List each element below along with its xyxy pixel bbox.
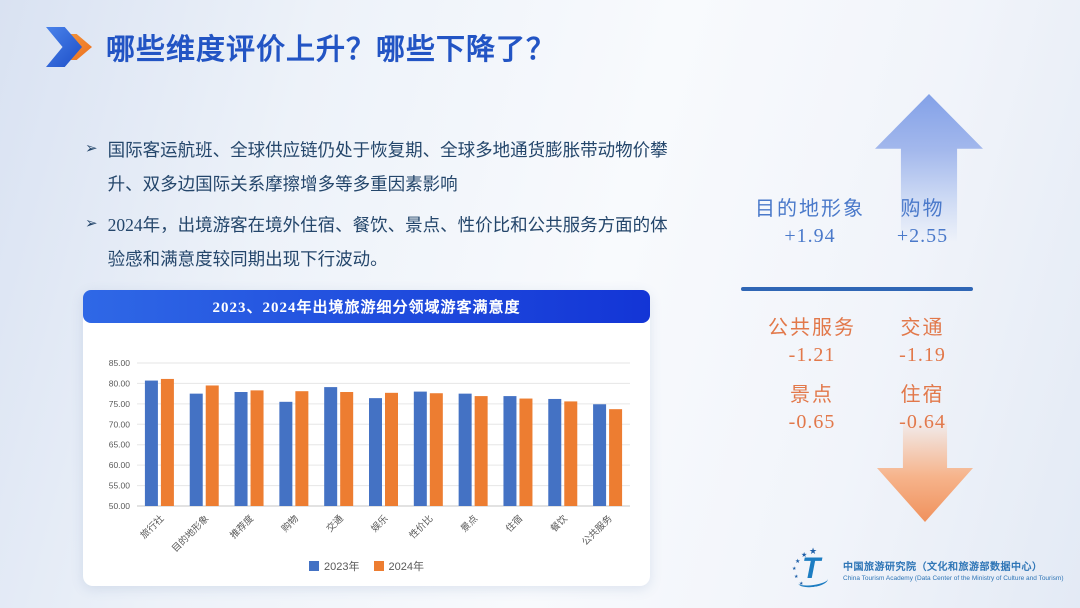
bar-2023年-性价比 (413, 391, 427, 506)
increase-label: 购物 (900, 198, 945, 220)
header: 哪些维度评价上升？哪些下降了？ (46, 26, 556, 68)
footer-text: 中国旅游研究院（文化和旅游部数据中心） China Tourism Academ… (843, 558, 1064, 582)
bar-2024年-目的地形象 (205, 385, 219, 506)
y-axis-tick: 50.00 (109, 501, 131, 511)
x-axis-label: 目的地形象 (169, 512, 211, 554)
decrease-label: 交通 (900, 317, 945, 339)
bar-2024年-推荐度 (250, 390, 264, 506)
bar-2024年-购物 (295, 391, 309, 506)
legend-swatch-icon (309, 561, 320, 571)
increase-value: +2.55 (896, 225, 949, 247)
y-axis-tick: 80.00 (109, 378, 131, 388)
bullet-text: 2024年，出境游客在境外住宿、餐饮、景点、性价比和公共服务方面的体验感和满意度… (107, 215, 668, 270)
decrease-item: 住宿 -0.64 (880, 378, 965, 434)
decrease-item: 景点 -0.65 (750, 378, 874, 434)
list-item: ➢ 国际客运航班、全球供应链仍处于恢复期、全球多地通货膨胀带动物价攀升、双多边国… (85, 133, 681, 201)
bar-2023年-推荐度 (234, 392, 248, 506)
satisfaction-chart: 85.00 80.00 75.00 70.00 65.00 60.00 55.00 50.00… (109, 358, 630, 555)
org-name-en: China Tourism Academy (Data Center of th… (843, 575, 1064, 582)
bar-2024年-交通 (340, 392, 354, 506)
x-axis-label: 购物 (279, 512, 301, 534)
y-axis-tick: 65.00 (109, 440, 131, 450)
bar-2024年-性价比 (429, 393, 443, 506)
bar-2024年-景点 (474, 396, 488, 506)
increase-value: +1.94 (784, 225, 836, 247)
x-axis-label: 性价比 (407, 513, 436, 542)
y-axis-tick: 75.00 (109, 399, 131, 409)
bar-2024年-餐饮 (564, 401, 578, 506)
decrease-value: -1.19 (899, 344, 946, 366)
bullet-list: ➢ 国际客运航班、全球供应链仍处于恢复期、全球多地通货膨胀带动物价攀升、双多边国… (85, 133, 681, 284)
chart-legend: 2023年 2024年 (83, 558, 650, 574)
increase-label: 目的地形象 (755, 198, 865, 220)
x-axis-label: 公共服务 (579, 512, 615, 548)
bar-2023年-旅行社 (144, 380, 158, 506)
x-axis-label: 景点 (459, 513, 481, 535)
x-axis-label: 推荐度 (228, 512, 257, 541)
bar-2023年-目的地形象 (189, 393, 203, 506)
x-axis-label: 交通 (324, 512, 346, 534)
bar-2023年-餐饮 (548, 398, 562, 506)
bullet-arrow-icon: ➢ (85, 216, 98, 233)
chart-title: 2023、2024年出境旅游细分领域游客满意度 (212, 300, 521, 316)
chart-title-banner: 2023、2024年出境旅游细分领域游客满意度 (83, 290, 650, 323)
bullet-text: 国际客运航班、全球供应链仍处于恢复期、全球多地通货膨胀带动物价攀升、双多边国际关… (107, 140, 668, 195)
x-axis-label: 住宿 (503, 513, 525, 535)
y-axis-tick: 70.00 (109, 419, 131, 429)
bar-2023年-住宿 (503, 396, 517, 506)
org-name-cn: 中国旅游研究院（文化和旅游部数据中心） (843, 562, 1043, 573)
arrow-down-icon (877, 420, 973, 522)
bar-2024年-娱乐 (385, 392, 398, 506)
bar-2023年-景点 (458, 393, 472, 506)
bar-2023年-购物 (279, 401, 293, 506)
bar-2023年-公共服务 (593, 404, 607, 506)
x-axis-label: 旅行社 (138, 512, 167, 541)
y-axis-tick: 55.00 (109, 481, 131, 491)
bar-2024年-旅行社 (160, 378, 174, 506)
legend-label: 2024年 (388, 561, 424, 573)
x-axis-label: 餐饮 (548, 512, 570, 534)
chart-card: 2023、2024年出境旅游细分领域游客满意度 85.00 80.00 75.00 7… (83, 290, 650, 586)
y-axis-tick: 60.00 (109, 460, 131, 470)
chevron-blue-icon (46, 27, 82, 67)
list-item: ➢ 2024年，出境游客在境外住宿、餐饮、景点、性价比和公共服务方面的体验感和满… (85, 208, 681, 276)
footer: ★ ★ ★ ★ ★ ★ T 中国旅游研究院（文化和旅游部数据中心） China … (792, 547, 1064, 591)
decrease-label: 公共服务 (768, 317, 856, 339)
section-divider (741, 287, 973, 291)
x-axis-label: 娱乐 (369, 512, 391, 534)
china-tourism-academy-logo-icon: ★ ★ ★ ★ ★ ★ T (792, 547, 834, 591)
bar-2023年-交通 (324, 387, 338, 506)
logo-letter-t: T (802, 552, 821, 585)
legend-swatch-icon (373, 561, 384, 571)
legend-item: 2023年 (309, 558, 360, 574)
increase-item: 目的地形象 +1.94 (746, 192, 874, 248)
legend-item: 2024年 (373, 558, 424, 574)
legend-label: 2023年 (324, 561, 360, 573)
decrease-item: 公共服务 -1.21 (750, 311, 874, 367)
bar-2024年-公共服务 (609, 409, 623, 506)
decrease-value: -0.65 (788, 411, 836, 433)
decrease-value: -0.64 (899, 411, 946, 433)
decrease-label: 住宿 (900, 384, 945, 406)
decrease-value: -1.21 (788, 344, 836, 366)
bar-2024年-住宿 (519, 398, 533, 506)
double-chevron-right-icon (46, 27, 94, 67)
decrease-label: 景点 (790, 384, 834, 406)
increase-item: 购物 +2.55 (880, 192, 965, 248)
decrease-item: 交通 -1.19 (880, 311, 965, 367)
bullet-arrow-icon: ➢ (85, 141, 98, 157)
bar-2023年-娱乐 (369, 398, 382, 506)
y-axis-tick: 85.00 (109, 358, 131, 368)
page-title: 哪些维度评价上升？哪些下降了？ (106, 34, 557, 66)
